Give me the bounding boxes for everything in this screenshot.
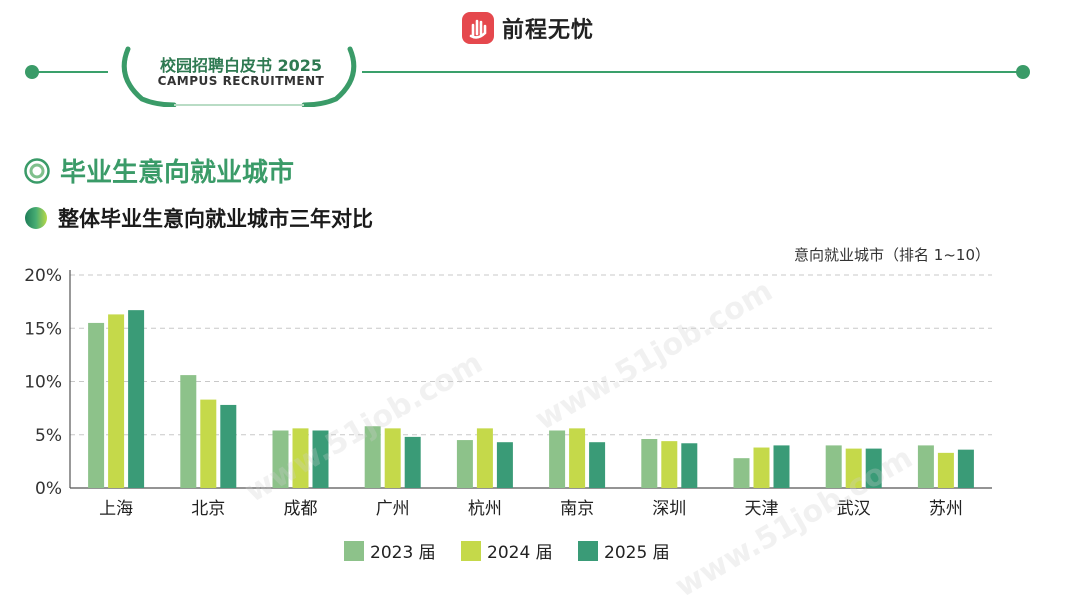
x-tick-label: 上海 [99, 499, 133, 519]
y-tick-label: 5% [35, 426, 62, 446]
bar [937, 452, 954, 488]
brand-name: 前程无忧 [502, 18, 595, 43]
x-tick-label: 南京 [560, 499, 594, 519]
bar-chart: 0% 5% 10% 15% 20% 上海 北京 成都 广州 杭州 南京 深圳 天津 武汉 苏州 2023 届 2… [24, 266, 992, 563]
bar [681, 443, 698, 488]
bar [364, 426, 381, 488]
chart-note: 意向就业城市（排名 1~10） [794, 246, 990, 264]
section-subtitle: 整体毕业生意向就业城市三年对比 [58, 207, 373, 231]
x-tick-label: 深圳 [652, 499, 686, 519]
bar [753, 447, 770, 488]
header-dot-right [1016, 65, 1030, 79]
brand-logo: 前程无忧 [462, 12, 594, 44]
bar [957, 449, 974, 488]
bar [773, 445, 790, 488]
badge-title: 校园招聘白皮书 2025 [159, 56, 323, 75]
legend-label: 2025 届 [604, 543, 670, 563]
bar [404, 436, 421, 488]
bar [128, 310, 145, 488]
bar [569, 428, 586, 488]
bar [917, 445, 934, 488]
legend-swatch [578, 541, 598, 561]
bar [549, 430, 566, 488]
y-tick-label: 0% [35, 479, 62, 499]
bar [180, 375, 197, 488]
bar [312, 430, 329, 488]
bar [88, 322, 105, 488]
bar [641, 439, 658, 488]
header-rule-right [362, 71, 1020, 73]
bar [589, 442, 606, 488]
gradient-dot-icon [25, 207, 47, 229]
bar [845, 448, 862, 488]
bar [384, 428, 401, 488]
bar [456, 440, 473, 488]
bar [272, 430, 289, 488]
x-tick-label: 广州 [376, 499, 410, 519]
bar [733, 458, 750, 488]
x-tick-label: 天津 [745, 499, 779, 519]
badge-frame [121, 46, 357, 107]
legend-label: 2024 届 [487, 543, 553, 563]
legend-swatch [461, 541, 481, 561]
y-tick-label: 10% [24, 373, 62, 393]
section-title: 毕业生意向就业城市 [60, 158, 295, 188]
bar [865, 448, 882, 488]
header-dot-left [25, 65, 39, 79]
legend-swatch [344, 541, 364, 561]
header-rule-left [38, 71, 108, 73]
legend-label: 2023 届 [370, 543, 436, 563]
y-tick-label: 20% [24, 266, 62, 286]
bar [220, 404, 237, 488]
hand-logo-icon [462, 12, 494, 44]
x-tick-label: 杭州 [468, 499, 502, 519]
x-tick-label: 苏州 [929, 499, 963, 519]
bar [661, 441, 678, 488]
bar [108, 314, 125, 488]
x-tick-label: 武汉 [837, 499, 871, 519]
y-tick-label: 15% [24, 319, 62, 339]
badge-subtitle: CAMPUS RECRUITMENT [157, 74, 325, 88]
x-tick-label: 成都 [284, 499, 318, 519]
x-tick-label: 北京 [191, 499, 225, 519]
bar [825, 445, 842, 488]
bar [200, 399, 217, 488]
target-ring-icon [24, 158, 50, 184]
bar [476, 428, 493, 488]
bar [496, 442, 513, 488]
bar [292, 428, 309, 488]
